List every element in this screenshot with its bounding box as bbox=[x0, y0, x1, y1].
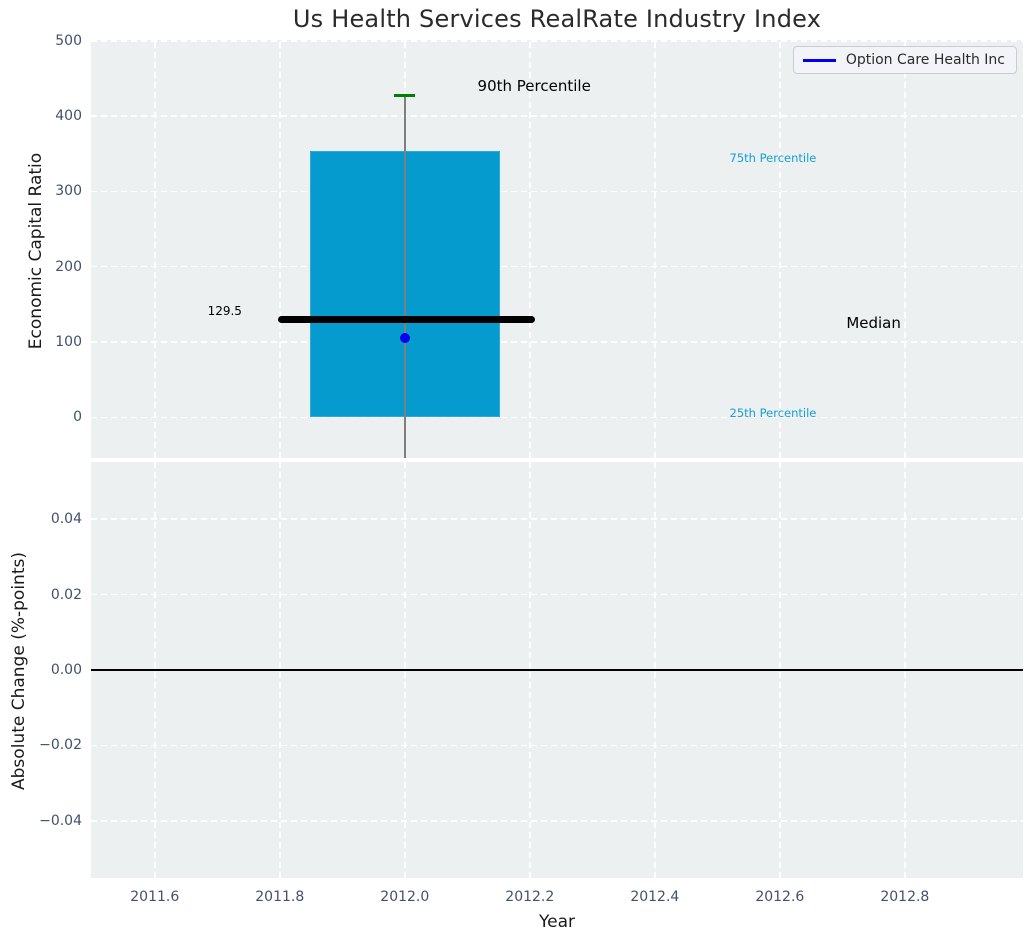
gridline-vertical bbox=[529, 40, 531, 458]
whisker-line bbox=[404, 95, 406, 458]
gridline-vertical bbox=[654, 40, 656, 458]
gridline-vertical bbox=[154, 40, 156, 458]
gridline-horizontal bbox=[91, 416, 1023, 419]
y-tick-label: −0.02 bbox=[39, 737, 82, 754]
company-point bbox=[399, 333, 410, 344]
annotation-median: Median bbox=[846, 314, 901, 333]
annotation-129-5: 129.5 bbox=[207, 304, 242, 319]
x-tick-label: 2011.8 bbox=[255, 889, 305, 905]
y-tick-label: 500 bbox=[55, 32, 82, 49]
gridline-horizontal bbox=[91, 190, 1023, 193]
y-tick-label: 200 bbox=[55, 258, 82, 275]
median-line bbox=[277, 316, 535, 324]
legend-line-icon bbox=[802, 58, 836, 62]
y-tick-label: 0.04 bbox=[50, 511, 82, 527]
top-y-axis-label: Economic Capital Ratio bbox=[26, 152, 46, 350]
gridline-horizontal bbox=[91, 40, 1023, 42]
y-tick-label: 0.00 bbox=[50, 662, 82, 678]
legend-label: Option Care Health Inc bbox=[845, 52, 1005, 68]
gridline-vertical bbox=[279, 40, 281, 458]
gridline-horizontal bbox=[91, 593, 1023, 596]
y-tick-label: −0.04 bbox=[39, 812, 82, 829]
y-tick-label: 0 bbox=[73, 409, 82, 426]
x-tick-label: 2012.8 bbox=[880, 889, 930, 905]
top-plot-area: 90th Percentile 75th Percentile Median 25th… bbox=[91, 40, 1023, 458]
x-axis-label: Year bbox=[539, 912, 575, 932]
x-tick-label: 2012.2 bbox=[505, 889, 555, 905]
y-tick-label: 100 bbox=[55, 334, 82, 350]
annotation-75th-percentile: 75th Percentile bbox=[729, 151, 817, 166]
y-tick-label: 400 bbox=[55, 108, 82, 125]
gridline-horizontal bbox=[91, 820, 1023, 822]
p90-cap bbox=[394, 94, 416, 98]
gridline-vertical bbox=[779, 40, 781, 458]
annotation-25th-percentile: 25th Percentile bbox=[729, 405, 817, 420]
x-tick-label: 2012.6 bbox=[755, 889, 805, 905]
annotation-90th-percentile: 90th Percentile bbox=[477, 76, 591, 95]
legend: Option Care Health Inc bbox=[792, 46, 1017, 74]
y-tick-label: 300 bbox=[55, 183, 82, 200]
gridline-horizontal bbox=[91, 518, 1023, 520]
chart-title: Us Health Services RealRate Industry Ind… bbox=[292, 5, 822, 33]
gridline-horizontal bbox=[91, 115, 1023, 117]
bottom-plot-area bbox=[91, 462, 1023, 878]
gridline-horizontal bbox=[91, 744, 1023, 747]
gridline-horizontal bbox=[91, 341, 1023, 343]
zero-line bbox=[91, 669, 1023, 671]
x-tick-label: 2011.6 bbox=[130, 889, 180, 905]
x-tick-label: 2012.4 bbox=[630, 889, 680, 905]
gridline-horizontal bbox=[91, 265, 1023, 268]
y-tick-label: 0.02 bbox=[50, 586, 82, 603]
x-tick-label: 2012.0 bbox=[380, 889, 430, 905]
gridline-vertical bbox=[904, 40, 906, 458]
